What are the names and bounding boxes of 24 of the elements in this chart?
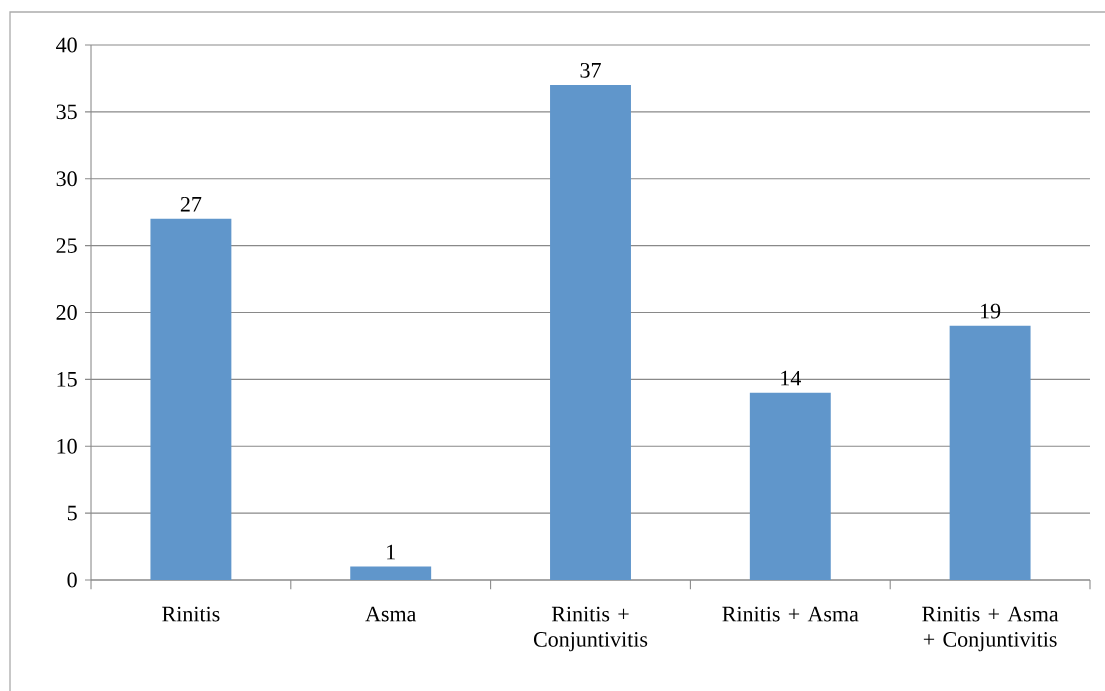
bar [350,566,432,580]
x-tick-label: Asma [365,606,417,622]
bar [749,392,831,580]
y-tick-label: 35 [56,104,77,120]
y-tick-label: 30 [56,171,77,187]
data-label: 27 [180,196,202,212]
bar [949,325,1031,580]
y-tick-label: 10 [57,438,77,454]
data-label: 37 [580,62,601,78]
y-tick-label: 5 [67,505,77,521]
bar [550,85,631,580]
y-tick-label: 0 [67,572,77,588]
x-tick-label: Rinitis + Conjuntivitis [533,606,648,652]
y-tick-label: 25 [56,238,77,253]
x-tick-label: Rinitis + Asma + Conjuntivitis [922,606,1059,652]
data-label: 1 [387,544,395,560]
y-tick-label: 40 [56,37,77,53]
data-label: 19 [981,303,1001,319]
data-label: 14 [781,370,801,386]
y-tick-label: 20 [56,305,77,320]
bar [150,218,232,580]
x-tick-label: Rinitis + Asma [722,606,859,622]
x-tick-label: Rinitis [162,606,220,622]
y-tick-label: 15 [57,372,77,387]
